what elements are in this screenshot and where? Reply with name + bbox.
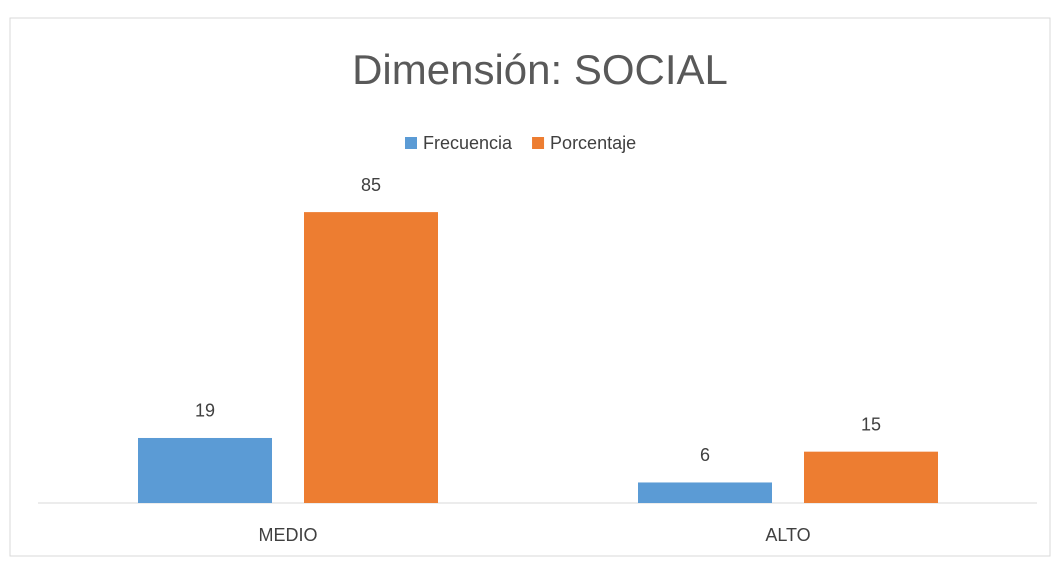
legend-swatch	[532, 137, 545, 149]
data-label: 85	[361, 175, 381, 195]
legend-label: Frecuencia	[423, 133, 513, 153]
legend-label: Porcentaje	[550, 133, 636, 153]
bar	[138, 437, 272, 503]
x-tick-label: ALTO	[765, 525, 810, 545]
data-label: 6	[700, 445, 710, 465]
data-label: 15	[861, 414, 881, 434]
chart-title: Dimensión: SOCIAL	[352, 46, 728, 93]
bar	[638, 482, 772, 503]
bar	[804, 451, 938, 503]
x-tick-label: MEDIO	[258, 525, 317, 545]
legend-swatch	[405, 137, 417, 149]
bar	[304, 212, 438, 503]
data-label: 19	[195, 401, 215, 421]
